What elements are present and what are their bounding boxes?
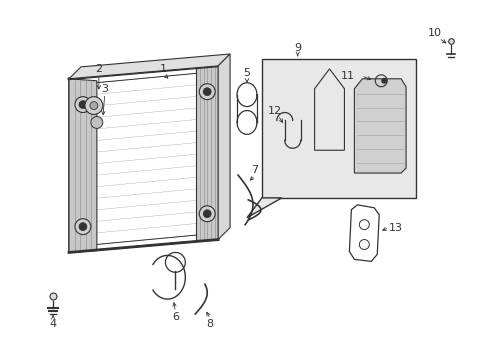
Text: 1: 1 xyxy=(160,64,166,74)
Circle shape xyxy=(359,220,368,230)
Text: 3: 3 xyxy=(101,84,108,94)
FancyBboxPatch shape xyxy=(262,59,415,198)
Text: 11: 11 xyxy=(340,71,354,81)
Polygon shape xyxy=(69,54,230,79)
Text: 8: 8 xyxy=(206,319,213,329)
Text: 9: 9 xyxy=(294,43,301,53)
Text: 7: 7 xyxy=(251,165,258,175)
Polygon shape xyxy=(246,198,281,218)
Circle shape xyxy=(199,206,215,222)
Text: 6: 6 xyxy=(172,312,179,322)
Circle shape xyxy=(199,84,215,100)
Text: 13: 13 xyxy=(388,222,402,233)
Polygon shape xyxy=(69,79,97,252)
Circle shape xyxy=(91,117,102,129)
Text: 10: 10 xyxy=(427,28,441,38)
Circle shape xyxy=(85,96,102,114)
Text: 4: 4 xyxy=(49,319,57,329)
Circle shape xyxy=(203,88,211,96)
Text: 2: 2 xyxy=(95,64,102,74)
Circle shape xyxy=(75,219,91,235)
Polygon shape xyxy=(196,66,218,239)
Circle shape xyxy=(90,102,98,109)
Circle shape xyxy=(79,223,87,231)
Polygon shape xyxy=(218,54,230,239)
Circle shape xyxy=(79,100,87,109)
Circle shape xyxy=(359,239,368,249)
Polygon shape xyxy=(354,79,405,173)
Circle shape xyxy=(381,78,386,84)
Circle shape xyxy=(75,96,91,113)
Circle shape xyxy=(203,210,211,218)
Text: 5: 5 xyxy=(243,68,250,78)
Text: 12: 12 xyxy=(267,105,281,116)
